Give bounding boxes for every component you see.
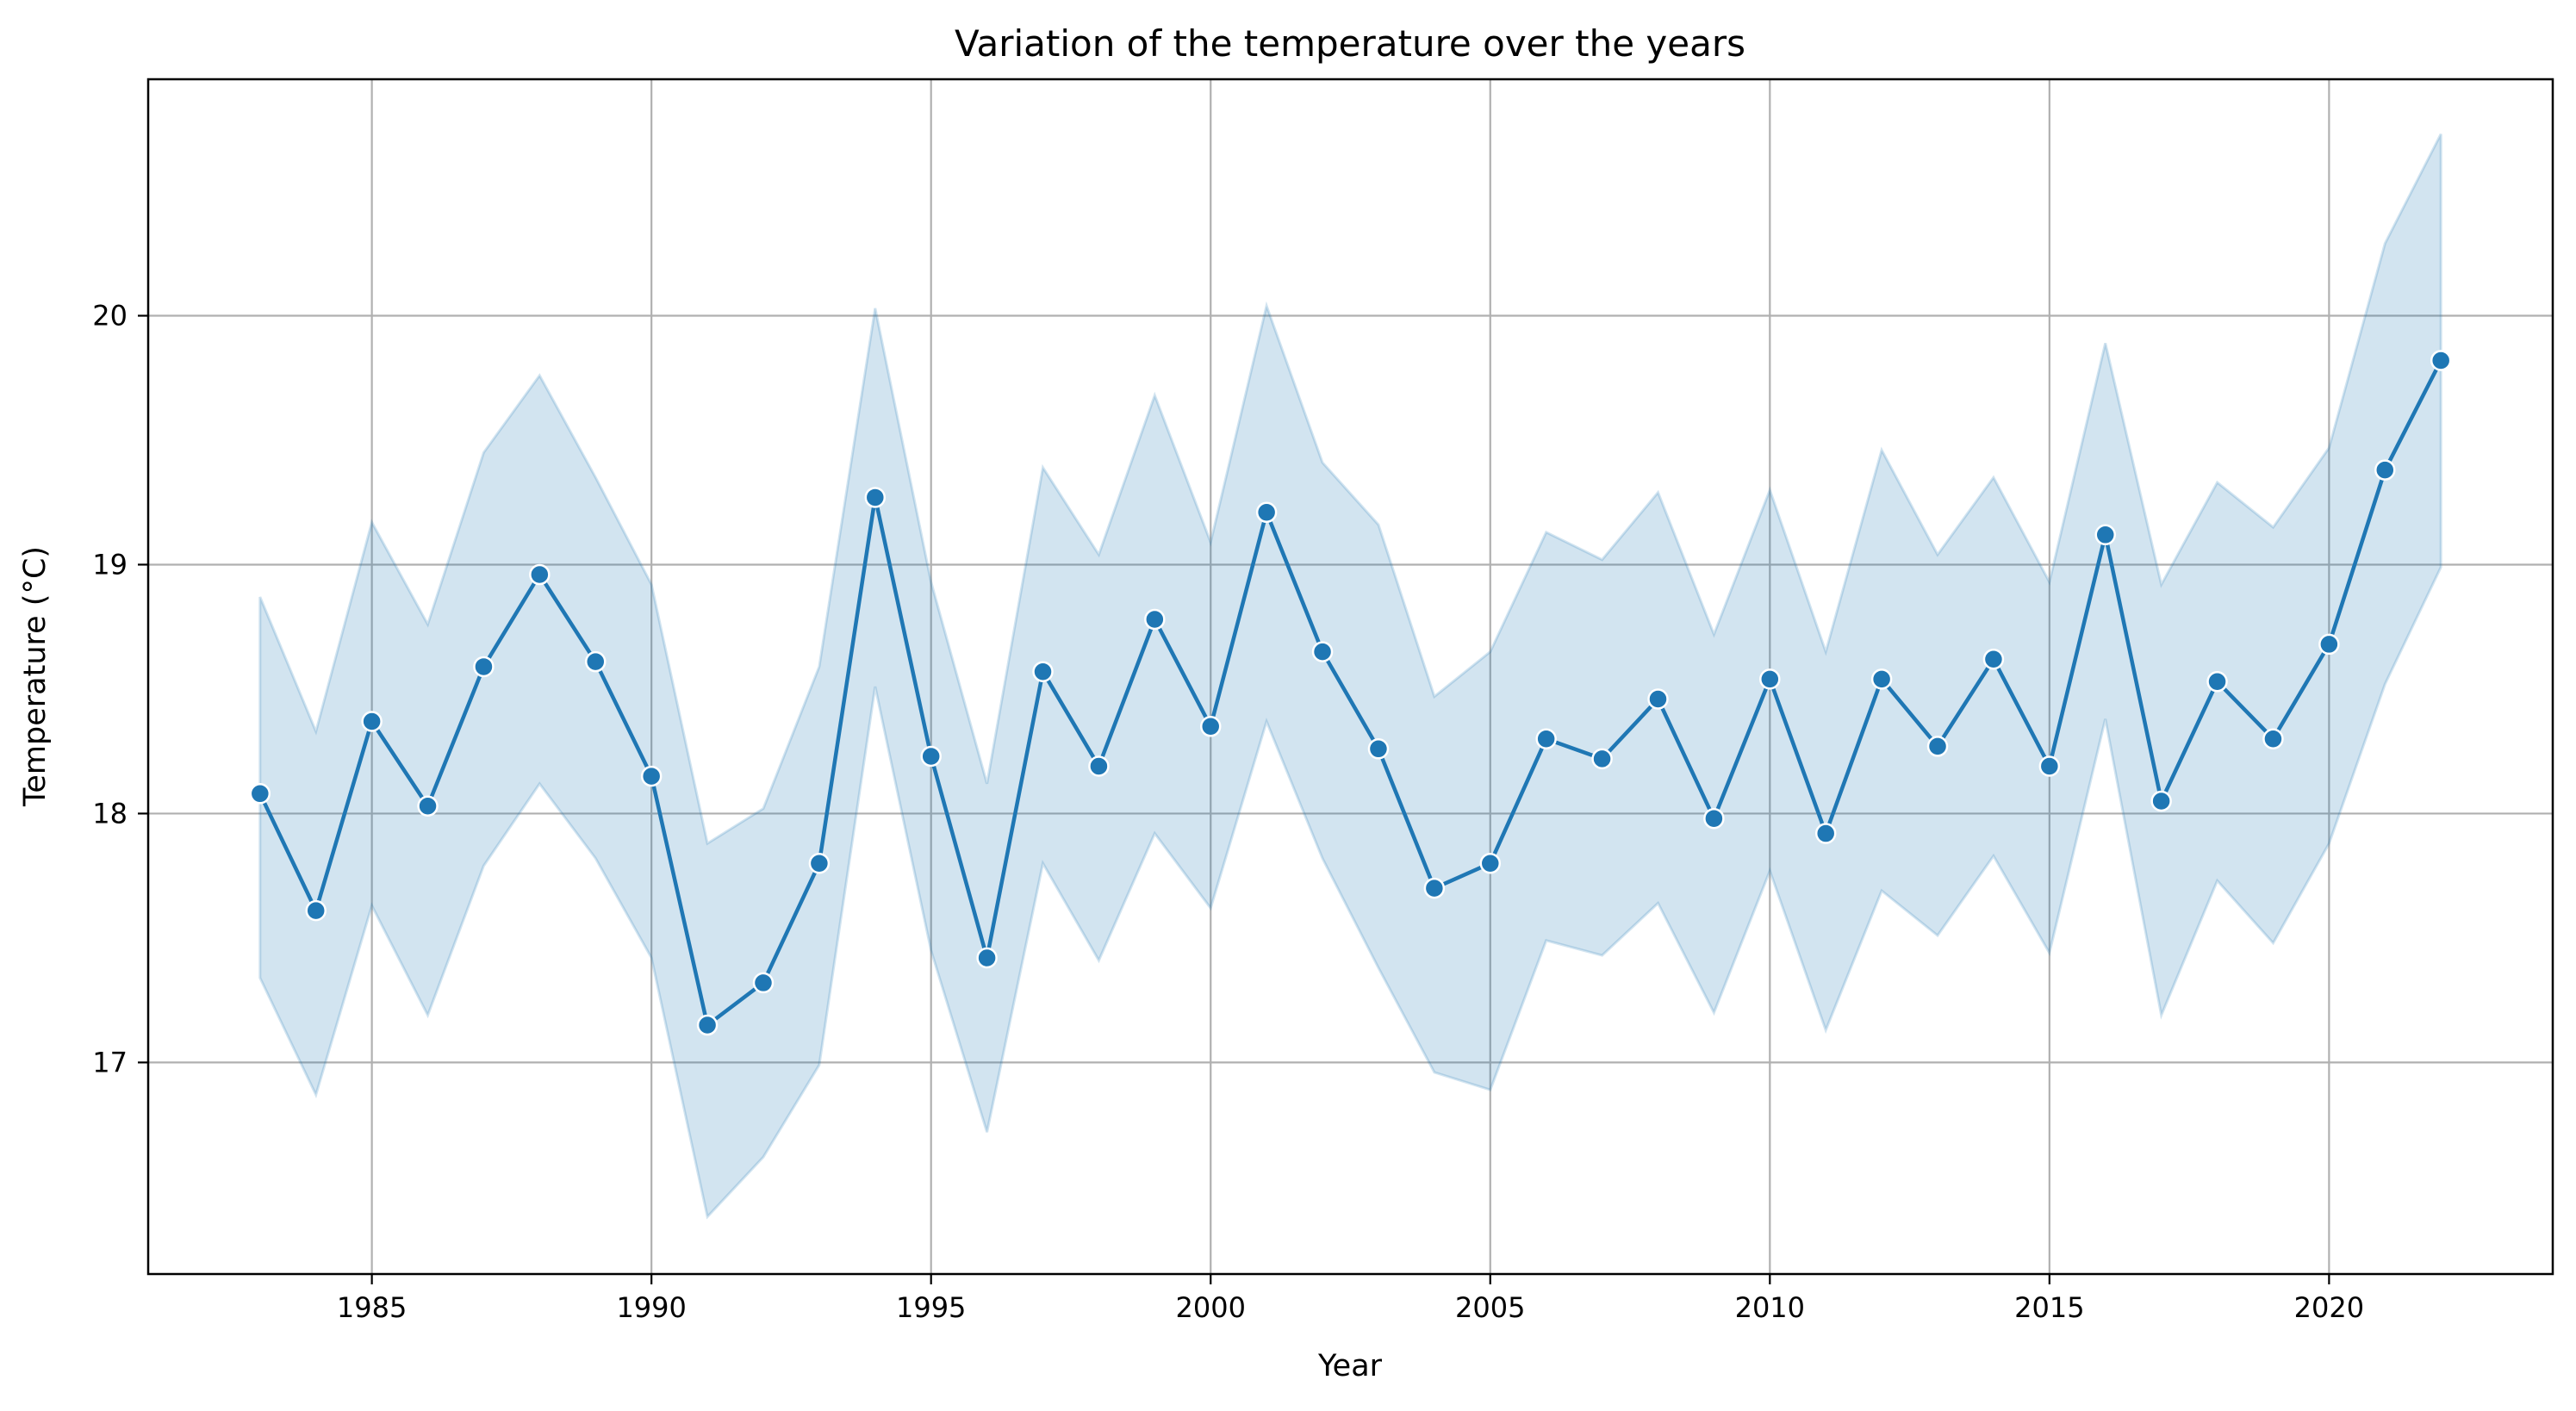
data-point [696, 1014, 719, 1036]
data-point [976, 947, 998, 969]
x-tick-label: 1985 [337, 1291, 407, 1324]
data-point [2318, 633, 2340, 656]
data-point [808, 852, 831, 874]
y-tick-label: 18 [92, 797, 128, 830]
data-point [2374, 459, 2396, 481]
data-point [1255, 501, 1278, 524]
data-point [1144, 608, 1166, 631]
y-gridlines [148, 314, 2553, 1064]
data-point [305, 899, 327, 922]
data-point [1367, 738, 1390, 760]
data-point [2150, 790, 2172, 812]
data-point [529, 563, 551, 586]
x-axis-ticks: 1985 1990 1995 2000 2005 2010 2015 2020 [337, 1274, 2364, 1324]
temperature-line [258, 359, 2443, 1028]
data-point [473, 656, 495, 678]
x-tick-label: 2020 [2294, 1291, 2364, 1324]
x-axis-label: Year [1317, 1349, 1383, 1383]
data-point [1759, 668, 1781, 690]
data-point [1647, 688, 1669, 710]
y-tick-label: 17 [92, 1046, 128, 1078]
data-point [1535, 728, 1557, 749]
y-tick-label: 20 [92, 300, 128, 333]
data-point [1814, 823, 1837, 844]
data-point [1088, 755, 1110, 777]
data-point [2430, 350, 2452, 371]
x-tick-label: 2010 [1735, 1291, 1805, 1324]
x-tick-label: 1990 [616, 1291, 686, 1324]
data-point [1591, 748, 1613, 770]
y-tick-label: 19 [92, 548, 128, 581]
data-point [2094, 524, 2116, 546]
confidence-band [258, 133, 2442, 1220]
data-point [1199, 716, 1222, 737]
data-point [640, 765, 663, 787]
data-point [585, 650, 607, 673]
data-point [1982, 649, 2005, 670]
data-point [249, 783, 271, 805]
data-point [864, 487, 887, 508]
data-point [1479, 852, 1502, 874]
data-point [361, 711, 383, 732]
data-points [249, 350, 2452, 1036]
data-point [417, 795, 439, 817]
data-point [1423, 877, 1446, 899]
x-tick-label: 2005 [1455, 1291, 1525, 1324]
y-axis-ticks: 17 18 19 20 [92, 300, 148, 1078]
plot-frame [146, 78, 2554, 1276]
x-tick-label: 2015 [2014, 1291, 2084, 1324]
data-point [1926, 736, 1949, 757]
data-point [752, 972, 775, 994]
data-point [920, 745, 942, 768]
data-point [1703, 807, 1725, 830]
x-tick-label: 2000 [1176, 1291, 1246, 1324]
y-axis-label: Temperature (°C) [18, 546, 53, 807]
data-point [2038, 755, 2061, 777]
data-point [1870, 668, 1893, 690]
x-tick-label: 1995 [896, 1291, 966, 1324]
data-point [1311, 641, 1334, 662]
data-point [2262, 728, 2284, 749]
chart-title: Variation of the temperature over the ye… [955, 22, 1745, 65]
data-point [1032, 661, 1054, 682]
data-point [2206, 671, 2228, 693]
